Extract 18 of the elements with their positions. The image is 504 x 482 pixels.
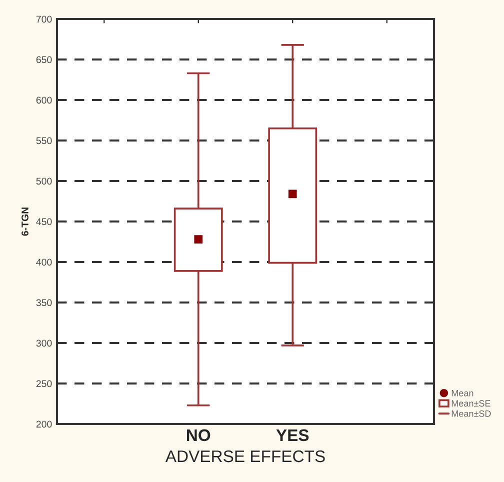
x-axis-title: ADVERSE EFFECTS	[165, 450, 325, 462]
y-tick-label: 250	[36, 380, 52, 388]
y-tick-label: 500	[36, 178, 52, 185]
x-tick-label: YES	[276, 429, 309, 442]
x-tick-label: NO	[186, 429, 210, 442]
y-tick-label: 400	[36, 258, 52, 266]
y-tick-label: 450	[36, 218, 52, 226]
text: Mean	[452, 390, 474, 396]
y-tick-label: 650	[36, 56, 52, 64]
y-tick-label: 550	[36, 137, 52, 144]
text: Mean±SD	[452, 410, 491, 417]
y-tick-label: 350	[36, 299, 52, 306]
y-axis-title: 6-TGN	[22, 208, 28, 236]
y-tick-label: 300	[36, 340, 52, 347]
y-tick-label: 200	[36, 420, 52, 428]
text: Mean±SE	[452, 400, 490, 407]
y-tick-label: 700	[36, 16, 52, 23]
y-tick-label: 600	[36, 96, 52, 104]
